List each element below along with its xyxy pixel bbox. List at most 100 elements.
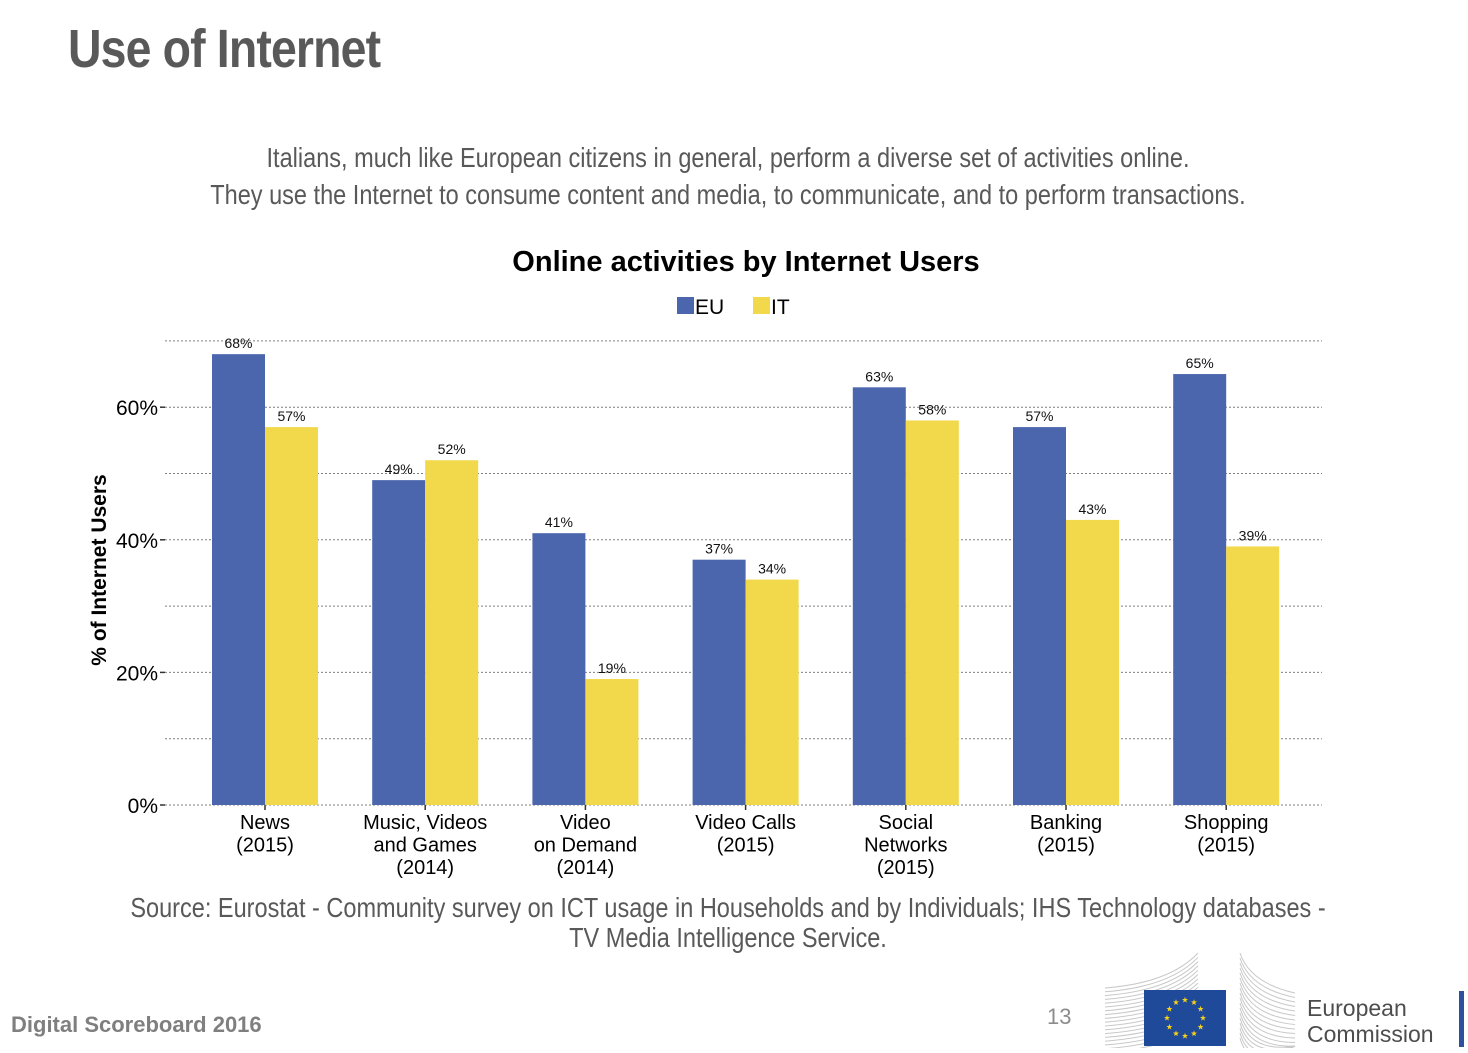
source-line-1: Source: Eurostat - Community survey on I…: [130, 892, 1326, 923]
star-icon: [1172, 1030, 1180, 1037]
bar-it: [1066, 519, 1119, 805]
chart-legend: EU IT: [677, 296, 790, 319]
building-line: [1239, 1017, 1296, 1048]
star-icon: [1197, 1023, 1204, 1030]
x-tick-label-line: and Games: [374, 835, 477, 857]
x-tick-label-line: Music, Videos: [363, 812, 487, 834]
bar-eu: [532, 533, 586, 805]
page-number: 13: [1047, 1004, 1072, 1029]
building-line: [1239, 957, 1296, 998]
bar-eu: [1173, 374, 1227, 805]
star-icon: [1190, 999, 1198, 1005]
bar-eu: [852, 387, 906, 805]
logo-accent-bar: [1459, 991, 1464, 1047]
x-tick-label-line: Networks: [864, 835, 947, 857]
x-tick-label: Shopping (2015): [1184, 812, 1269, 857]
bar-value-label: 34%: [758, 561, 786, 577]
subtitle-line-1: Italians, much like European citizens in…: [266, 142, 1190, 173]
subtitle-line-2: They use the Internet to consume content…: [210, 179, 1246, 210]
bar-it: [1226, 546, 1280, 805]
building-line: [1239, 1007, 1296, 1043]
x-tick-label: Banking (2015): [1030, 812, 1102, 857]
star-icon: [1181, 1032, 1189, 1039]
x-tick-label: Music, Videos and Games (2014): [363, 812, 487, 879]
y-axis-ticks: 0% 20% 40% 60%: [116, 397, 165, 818]
building-line: [1104, 952, 1199, 989]
building-line: [1104, 965, 1199, 1000]
building-lines-right: [1239, 952, 1296, 1048]
building-line: [1239, 997, 1296, 1034]
slide-title: Use of Internet: [68, 19, 381, 79]
star-icon: [1166, 1023, 1173, 1030]
x-tick-label: Video on Demand (2014): [534, 812, 637, 879]
bar-it: [265, 427, 318, 805]
x-tick-label-line: Banking: [1030, 812, 1102, 834]
bar-value-label: 19%: [598, 660, 626, 676]
bar-value-label: 65%: [1186, 355, 1214, 371]
building-line: [1239, 977, 1296, 1016]
x-axis-ticks: News (2015)Music, Videos and Games (2014)Vi…: [236, 805, 1268, 879]
x-tick-label-line: Social: [879, 812, 933, 834]
bar-value-label: 39%: [1239, 527, 1267, 543]
gridlines: [165, 340, 1322, 806]
star-icon: [1172, 999, 1180, 1005]
source-line-2: TV Media Intelligence Service.: [569, 922, 887, 953]
legend-label-it: IT: [771, 296, 790, 319]
x-tick-label: Video Calls (2015): [695, 812, 796, 857]
building-line: [1239, 1027, 1296, 1048]
building-line: [1239, 1002, 1296, 1039]
legend-swatch-it: [753, 297, 770, 314]
star-icon: [1181, 996, 1189, 1003]
bar-it: [585, 679, 639, 805]
star-icon: [1199, 1014, 1207, 1021]
x-tick-label-line: (2015): [717, 835, 775, 857]
european-commission-logo: [1104, 952, 1296, 1048]
bars: 68% 57% 49% 52% 41% 19% 37% 34% 63% 58% 57% 43% 65% 3…: [212, 335, 1280, 805]
chart-title: Online activities by Internet Users: [512, 246, 979, 278]
bar-value-label: 57%: [1025, 408, 1053, 424]
y-tick-label: 40%: [116, 530, 158, 553]
bar-value-label: 63%: [865, 368, 893, 384]
x-tick-label-line: (2015): [877, 857, 935, 879]
logo-text-line-1: European: [1307, 995, 1407, 1021]
y-axis-label: % of Internet Users: [88, 474, 111, 665]
building-line: [1239, 1012, 1296, 1047]
eu-flag-stars: [1163, 996, 1207, 1039]
building-line: [1239, 987, 1296, 1025]
x-tick-label-line: Video Calls: [695, 812, 796, 834]
bar-value-label: 37%: [705, 541, 733, 557]
european-commission-wordmark: European Commission: [1307, 995, 1434, 1047]
legend-label-eu: EU: [695, 296, 724, 319]
x-tick-label-line: on Demand: [534, 835, 637, 857]
x-tick-label-line: (2014): [396, 857, 454, 879]
bar-eu: [212, 354, 265, 805]
footer-publication-name: Digital Scoreboard 2016: [11, 1012, 262, 1037]
bar-chart: Online activities by Internet Users EU IT…: [88, 246, 1322, 879]
bar-eu: [692, 559, 746, 805]
bar-value-label: 57%: [277, 408, 305, 424]
y-tick-label: 20%: [116, 662, 158, 685]
logo-text-line-2: Commission: [1307, 1021, 1434, 1047]
x-tick-label-line: (2014): [556, 857, 614, 879]
star-icon: [1163, 1014, 1171, 1021]
bar-it: [425, 460, 479, 805]
building-line: [1239, 1032, 1296, 1048]
y-tick-label: 60%: [116, 397, 158, 420]
building-line: [1239, 952, 1296, 994]
bar-value-label: 41%: [545, 514, 573, 530]
x-tick-label-line: (2015): [236, 835, 294, 857]
building-line: [1104, 961, 1199, 997]
building-line: [1239, 962, 1296, 1003]
x-tick-label-line: (2015): [1197, 835, 1255, 857]
building-line: [1239, 992, 1296, 1030]
bar-it: [905, 420, 959, 805]
building-line: [1239, 1022, 1296, 1048]
star-icon: [1166, 1005, 1173, 1012]
building-line: [1239, 972, 1296, 1012]
building-line: [1239, 1037, 1296, 1048]
building-line: [1104, 956, 1199, 993]
bar-value-label: 58%: [918, 401, 946, 417]
x-tick-label: News (2015): [236, 812, 294, 857]
y-tick-label: 0%: [128, 795, 158, 818]
legend-swatch-eu: [677, 297, 694, 314]
